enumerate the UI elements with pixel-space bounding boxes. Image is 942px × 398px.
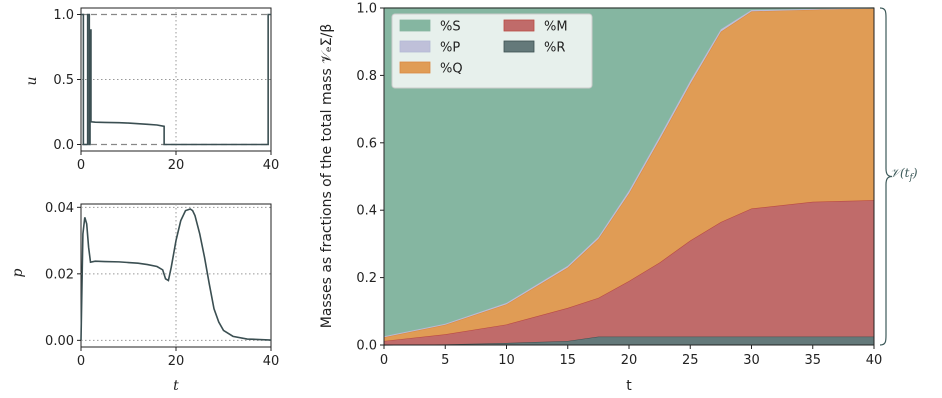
mass-y-tick-label: 0.4 bbox=[356, 204, 377, 219]
p-x-ticks: 0 20 40 bbox=[77, 347, 279, 369]
mass-plot: 0 5 10 15 20 25 30 35 40 0.0 0.2 0.4 0.6 0.8 1.0 Mass… bbox=[319, 2, 918, 395]
u-series-line bbox=[81, 13, 271, 146]
legend-items: %S %P %Q %M %R bbox=[399, 19, 568, 77]
u-y-tick-label: 0.0 bbox=[53, 138, 74, 153]
brace-label-main: 𝒱(t bbox=[890, 166, 910, 180]
brace-label: 𝒱(tf) bbox=[890, 166, 918, 183]
p-x-label: t bbox=[173, 378, 179, 394]
p-grid bbox=[81, 204, 271, 347]
mass-x-tick-label: 20 bbox=[621, 353, 638, 368]
p-x-tick-label: 40 bbox=[263, 354, 280, 369]
mass-y-label: Masses as fractions of the total mass 𝒱ₑ… bbox=[319, 24, 335, 329]
legend-label-P: %P bbox=[440, 41, 460, 56]
brace-icon bbox=[879, 7, 893, 346]
p-y-tick-label: 0.04 bbox=[45, 201, 74, 216]
area-Q bbox=[384, 8, 874, 341]
mass-y-tick-label: 1.0 bbox=[356, 2, 377, 17]
mass-x-tick-label: 25 bbox=[682, 353, 699, 368]
legend-swatch-Q bbox=[399, 61, 431, 74]
legend-swatch-S bbox=[399, 19, 431, 32]
mass-legend: %S %P %Q %M %R bbox=[391, 13, 593, 89]
mass-x-ticks: 0 5 10 15 20 25 30 35 40 bbox=[380, 345, 882, 368]
u-grid bbox=[81, 8, 271, 151]
area-S bbox=[384, 8, 874, 337]
mass-x-tick-label: 40 bbox=[866, 353, 883, 368]
legend-swatch-R bbox=[503, 40, 535, 53]
p-x-tick-label: 0 bbox=[77, 354, 85, 369]
mass-y-tick-label: 0.0 bbox=[356, 339, 377, 354]
mass-x-tick-label: 10 bbox=[498, 353, 515, 368]
legend-label-R: %R bbox=[544, 41, 565, 56]
u-x-ticks: 0 20 40 bbox=[77, 151, 279, 173]
mass-y-tick-label: 0.8 bbox=[356, 69, 377, 84]
u-y-tick-label: 0.5 bbox=[53, 73, 74, 88]
p-y-tick-label: 0.00 bbox=[45, 334, 74, 349]
u-y-ticks: 0.0 0.5 1.0 bbox=[53, 8, 81, 153]
mass-x-tick-label: 30 bbox=[743, 353, 760, 368]
p-series-line bbox=[80, 208, 272, 341]
u-plot: 0 20 40 0.0 0.5 1.0 u bbox=[24, 7, 279, 173]
mass-x-tick-label: 35 bbox=[804, 353, 821, 368]
area-R bbox=[384, 336, 874, 345]
brace-label-sub: f bbox=[909, 173, 915, 183]
u-y-tick-label: 1.0 bbox=[53, 8, 74, 23]
legend-label-Q: %Q bbox=[440, 62, 463, 77]
mass-y-ticks: 0.0 0.2 0.4 0.6 0.8 1.0 bbox=[356, 2, 384, 354]
p-y-ticks: 0.00 0.02 0.04 bbox=[45, 201, 81, 349]
mass-y-tick-label: 0.6 bbox=[356, 136, 377, 151]
legend-swatch-M bbox=[503, 19, 535, 32]
legend-label-M: %M bbox=[544, 20, 568, 35]
p-y-label: p bbox=[10, 268, 26, 277]
u-x-tick-label: 40 bbox=[263, 158, 280, 173]
mass-x-tick-label: 5 bbox=[441, 353, 449, 368]
area-M bbox=[384, 200, 874, 345]
legend-box bbox=[391, 13, 593, 89]
mass-x-tick-label: 15 bbox=[559, 353, 576, 368]
p-plot: 0 20 40 0.00 0.02 0.04 p t bbox=[10, 201, 279, 394]
legend-swatch-P bbox=[399, 40, 431, 53]
mass-areas bbox=[383, 7, 875, 346]
u-y-label: u bbox=[24, 76, 40, 85]
u-x-tick-label: 0 bbox=[77, 158, 85, 173]
legend-label-S: %S bbox=[440, 20, 461, 35]
p-x-tick-label: 20 bbox=[168, 354, 185, 369]
mass-x-label: t bbox=[626, 378, 632, 394]
brace-label-close: ) bbox=[912, 166, 918, 180]
mass-x-tick-label: 0 bbox=[380, 353, 388, 368]
p-y-tick-label: 0.02 bbox=[45, 267, 74, 282]
mass-y-tick-label: 0.2 bbox=[356, 271, 377, 286]
u-x-tick-label: 20 bbox=[168, 158, 185, 173]
